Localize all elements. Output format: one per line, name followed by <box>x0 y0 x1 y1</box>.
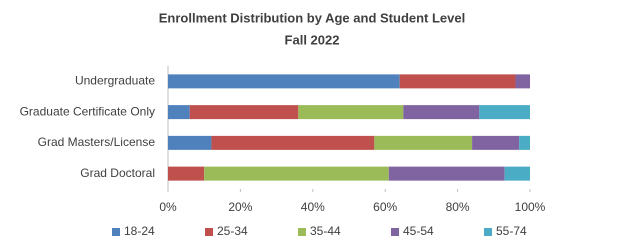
bar-segment <box>168 105 190 120</box>
bar-segment <box>374 135 473 150</box>
legend-label: 18-24 <box>124 224 155 238</box>
bar-segment <box>189 105 299 120</box>
y-tick-label: Grad Doctoral <box>80 166 155 180</box>
bar-segment <box>211 135 375 150</box>
x-tick-label: 20% <box>228 200 252 214</box>
y-tick-label: Graduate Certificate Only <box>20 104 155 118</box>
bar-segment <box>504 166 530 181</box>
y-tick-label: Undergraduate <box>75 74 155 88</box>
legend-marker <box>112 228 120 236</box>
bar-segment <box>168 74 400 89</box>
bar-segment <box>168 135 212 150</box>
bar-segment <box>388 166 505 181</box>
x-tick-label: 0% <box>159 200 177 214</box>
legend-label: 45-54 <box>403 224 434 238</box>
chart-subtitle: Fall 2022 <box>285 32 340 47</box>
x-tick-label: 40% <box>301 200 325 214</box>
bar-segment <box>519 135 530 150</box>
bar-segment <box>168 166 205 181</box>
legend-label: 55-74 <box>496 224 527 238</box>
legend-label: 25-34 <box>217 224 248 238</box>
legend-label: 35-44 <box>310 224 341 238</box>
legend-marker <box>391 228 399 236</box>
legend-marker <box>298 228 306 236</box>
bar-segment <box>479 105 530 120</box>
bar-segment <box>298 105 404 120</box>
bar-segment <box>403 105 480 120</box>
bar-segment <box>399 74 516 89</box>
y-tick-label: Grad Masters/License <box>38 135 156 149</box>
bar-segment <box>472 135 520 150</box>
bar-segment <box>515 74 530 89</box>
chart-title: Enrollment Distribution by Age and Stude… <box>159 10 465 25</box>
bar-segment <box>204 166 389 181</box>
x-tick-label: 60% <box>373 200 397 214</box>
legend-marker <box>205 228 213 236</box>
x-tick-label: 100% <box>515 200 546 214</box>
x-tick-label: 80% <box>446 200 470 214</box>
legend-marker <box>484 228 492 236</box>
